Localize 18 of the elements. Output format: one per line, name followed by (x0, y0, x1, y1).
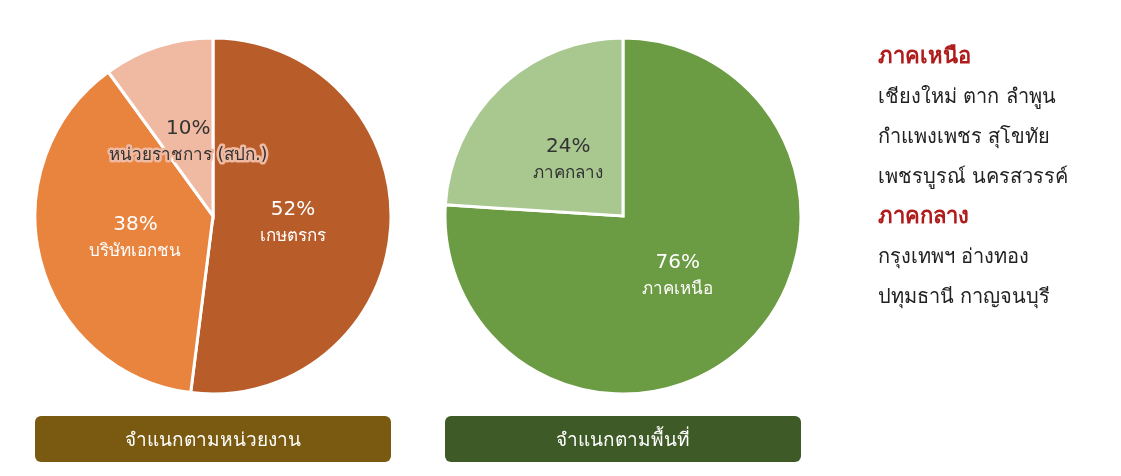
data-label: 38% (113, 210, 158, 235)
slice-label: ภาคกลาง (533, 161, 604, 182)
text: เพชรบูรณ์ นครสวรรค์ (878, 164, 1069, 189)
text: กรุงเทพฯ อ่างทอง (878, 244, 1030, 269)
data-label: 10% (166, 114, 211, 139)
data-label: 24% (545, 132, 591, 157)
text: ปทุมธานี กาญจนบุรี (878, 284, 1051, 309)
text: จำแนกตามพื้นที่ (556, 426, 690, 450)
slice-label: บริษัทเอกชน (89, 239, 182, 260)
text: ภาคเหนือ (878, 43, 971, 68)
data-label: 52% (270, 196, 316, 221)
text: จำแนกตามหน่วยงาน (125, 428, 301, 450)
text: เชียงใหม่ ตาก ลำพูน (878, 84, 1056, 109)
slice-label: ภาคเหนือ (642, 278, 714, 299)
data-label: 76% (655, 249, 701, 274)
text: กำแพงเพชร สุโขทัย (878, 124, 1051, 149)
slice-label: เกษตรกร (259, 225, 326, 246)
text: ภาคกลาง (878, 203, 969, 228)
